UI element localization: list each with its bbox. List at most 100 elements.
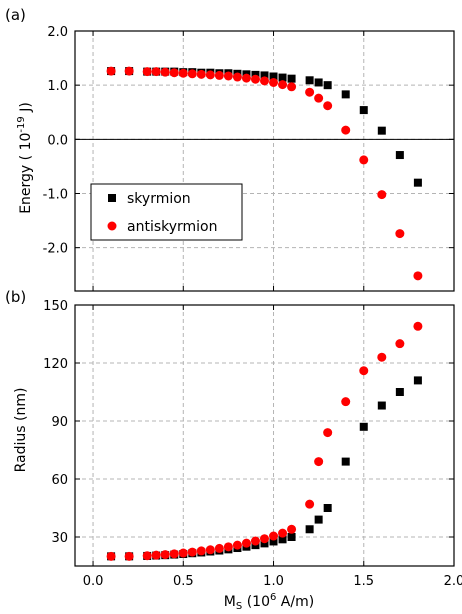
panel-b-y-axis-label: Radius (nm): [13, 388, 29, 473]
x-tick-label: 2.0: [444, 574, 462, 589]
panel-b-label: (b): [5, 288, 26, 306]
skyrmion-point: [278, 535, 287, 544]
skyrmion-point: [413, 376, 422, 385]
antiskyrmion-point: [169, 549, 179, 559]
antiskyrmion-point: [395, 339, 405, 349]
skyrmion-point: [359, 422, 368, 431]
antiskyrmion-point: [377, 190, 387, 200]
skyrmion-point: [341, 90, 350, 99]
antiskyrmion-point: [323, 428, 333, 438]
antiskyrmion-point: [205, 70, 215, 80]
antiskyrmion-point: [187, 69, 197, 79]
y-tick-label: 1.0: [47, 79, 68, 94]
panel-a-frame: [74, 30, 455, 292]
antiskyrmion-point: [160, 550, 170, 560]
skyrmion-point: [341, 457, 350, 466]
skyrmion-point: [323, 81, 332, 90]
antiskyrmion-point: [187, 547, 197, 557]
antiskyrmion-point: [106, 551, 116, 561]
antiskyrmion-point: [413, 321, 423, 331]
antiskyrmion-point: [341, 125, 351, 135]
antiskyrmion-point: [305, 499, 315, 509]
panel-b-y-ticks: 150 120 90 60 30: [43, 299, 68, 546]
y-tick-label: 2.0: [47, 25, 68, 40]
antiskyrmion-point: [232, 540, 242, 550]
skyrmion-point: [269, 537, 278, 546]
antiskyrmion-point: [160, 67, 170, 77]
antiskyrmion-point: [151, 67, 161, 77]
antiskyrmion-point: [241, 73, 251, 83]
antiskyrmion-point: [269, 531, 279, 541]
antiskyrmion-point: [124, 66, 134, 76]
antiskyrmion-point: [124, 551, 134, 561]
antiskyrmion-point: [377, 352, 387, 362]
skyrmion-point: [377, 126, 386, 135]
x-tick-label: 0.0: [83, 574, 104, 589]
skyrmion-point: [260, 71, 269, 80]
legend: skyrmion antiskyrmion: [90, 183, 243, 241]
legend-box: [90, 183, 243, 241]
skyrmion-point: [395, 151, 404, 160]
antiskyrmion-point: [205, 545, 215, 555]
skyrmion-point: [287, 533, 296, 541]
antiskyrmion-point: [223, 71, 233, 81]
antiskyrmion-point: [305, 87, 315, 97]
antiskyrmion-point: [142, 551, 152, 561]
antiskyrmion-point: [151, 550, 161, 560]
antiskyrmion-point: [241, 538, 251, 548]
antiskyrmion-point: [278, 80, 288, 90]
skyrmion-point: [314, 515, 323, 524]
antiskyrmion-point: [260, 76, 269, 86]
antiskyrmion-point: [287, 524, 297, 534]
antiskyrmion-point: [178, 68, 188, 78]
antiskyrmion-point: [196, 546, 206, 556]
skyrmion-point: [287, 74, 296, 83]
legend-skyrmion-label: skyrmion: [127, 191, 191, 207]
skyrmion-point: [305, 525, 314, 534]
skyrmion-point: [305, 76, 314, 85]
antiskyrmion-point: [341, 397, 351, 407]
antiskyrmion-point: [178, 548, 188, 558]
panel-a-label: (a): [5, 6, 26, 24]
panel-a: (a) 2.0 1.0 0.0 -1.0 -2.0 skyrmion antiskyrm…: [5, 6, 455, 292]
antiskyrmion-point: [250, 74, 260, 84]
antiskyrmion-point: [287, 82, 297, 92]
antiskyrmion-point: [106, 66, 116, 76]
x-tick-label: 1.5: [353, 574, 374, 589]
antiskyrmion-point: [359, 366, 369, 376]
antiskyrmion-point: [214, 70, 224, 80]
legend-antiskyrmion-label: antiskyrmion: [127, 219, 218, 235]
panel-b-frame: [74, 304, 455, 567]
skyrmion-point: [413, 178, 422, 187]
panel-a-marks: [106, 66, 423, 281]
antiskyrmion-point: [278, 528, 288, 538]
skyrmion-point: [359, 106, 368, 115]
y-tick-label: -1.0: [43, 188, 68, 203]
y-tick-label: 60: [51, 473, 68, 488]
antiskyrmion-point: [142, 67, 152, 77]
antiskyrmion-point: [269, 77, 279, 87]
skyrmion-point: [278, 73, 287, 82]
antiskyrmion-point: [314, 457, 324, 467]
legend-skyrmion-marker: [108, 194, 116, 202]
antiskyrmion-point: [359, 155, 369, 165]
antiskyrmion-point: [232, 72, 242, 82]
panel-a-y-ticks: 2.0 1.0 0.0 -1.0 -2.0: [43, 25, 68, 257]
legend-antiskyrmion-marker: [107, 221, 117, 231]
antiskyrmion-point: [223, 542, 233, 552]
antiskyrmion-point: [214, 543, 224, 553]
y-tick-label: 0.0: [47, 133, 68, 148]
antiskyrmion-point: [250, 536, 260, 546]
antiskyrmion-point: [260, 534, 269, 544]
y-tick-label: 150: [43, 299, 68, 314]
x-axis-label: MS (106 A/m): [224, 592, 314, 612]
antiskyrmion-point: [395, 229, 405, 239]
panel-b: (b) 150 120 90 60 30 0.0 0.5 1.0 1.5 2.0 Radius …: [5, 288, 462, 612]
antiskyrmion-point: [314, 93, 324, 103]
antiskyrmion-point: [196, 69, 206, 79]
antiskyrmion-point: [413, 271, 423, 281]
skyrmion-point: [395, 388, 404, 396]
skyrmion-point: [314, 78, 323, 87]
antiskyrmion-point: [169, 68, 179, 78]
